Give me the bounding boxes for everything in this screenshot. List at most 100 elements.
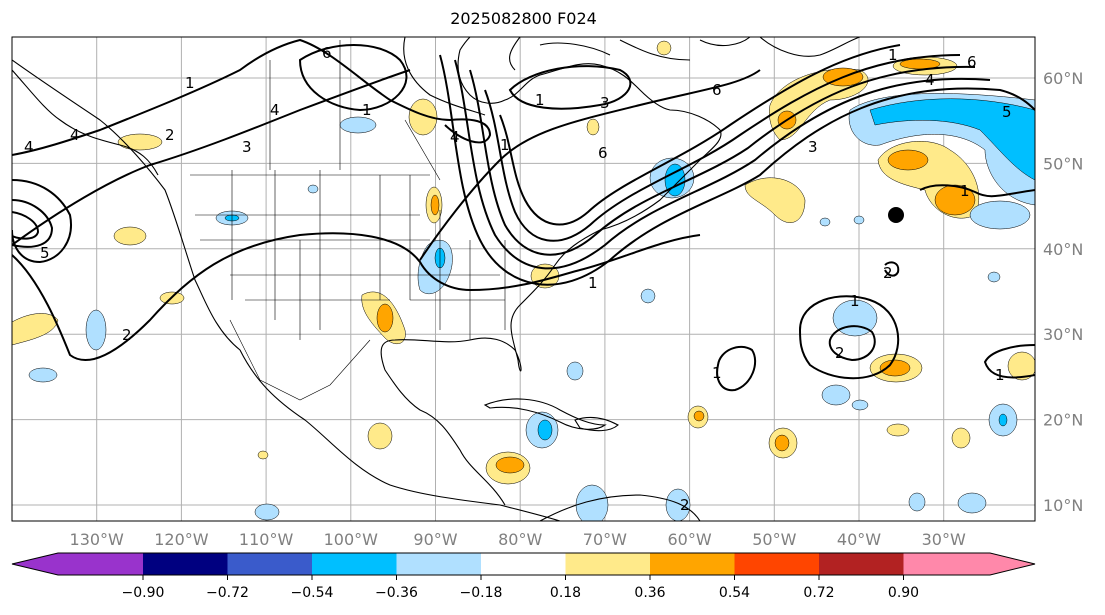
colorbar-segment <box>650 553 735 575</box>
shade-orange <box>879 359 911 377</box>
latitude-label: 50°N <box>1043 154 1083 173</box>
contour-label: 4 <box>925 71 935 89</box>
storm-center-marker <box>888 207 904 223</box>
colorbar-tick-label: −0.18 <box>460 585 503 601</box>
longitude-label: 80°W <box>498 530 542 549</box>
contour-label: 1 <box>712 364 722 382</box>
contours <box>12 38 1035 392</box>
shade-positive <box>113 226 147 246</box>
shade-negative <box>969 200 1031 230</box>
latitude-labels: 60°N 50°N 40°N 30°N 20°N 10°N <box>1043 69 1083 515</box>
shade-orange <box>430 194 440 216</box>
shade-positive <box>1007 351 1035 381</box>
contour-label: 1 <box>185 74 195 92</box>
shade-negative <box>28 367 58 383</box>
shade-positive <box>586 118 600 136</box>
north-america-coastline <box>12 37 722 521</box>
latitude-label: 60°N <box>1043 69 1083 88</box>
shade-positive <box>117 133 163 151</box>
contour-label: 1 <box>535 91 545 109</box>
shade-blue <box>998 413 1008 427</box>
hudson-bay-coastline <box>403 37 521 116</box>
colorbar-segment <box>143 553 228 575</box>
shade-negative <box>85 309 107 351</box>
colorbar-outline <box>11 552 1036 576</box>
shade-blue <box>537 419 553 441</box>
shade-negative <box>908 492 926 512</box>
longitude-label: 110°W <box>239 530 294 549</box>
contour-labels: 1 6 4 3 2 4 1 3 6 1 1 2 6 4 3 1 4 5 6 1 … <box>24 44 1012 514</box>
shade-blue <box>869 98 1035 181</box>
latitude-label: 30°N <box>1043 325 1083 344</box>
contour-label: 2 <box>680 496 690 514</box>
colorbar-tick-label: 0.72 <box>803 585 834 601</box>
contour-label: 1 <box>960 182 970 200</box>
contour-line <box>919 184 1035 198</box>
south-america-coastline <box>539 494 701 521</box>
shade-positive <box>408 98 438 136</box>
shading-layer <box>12 40 1035 521</box>
shade-negative <box>819 217 831 227</box>
shade-orange <box>887 149 929 171</box>
shade-negative <box>853 215 865 225</box>
contour-line <box>12 211 40 240</box>
contour-label: 2 <box>835 344 845 362</box>
colorbar-segment <box>227 553 312 575</box>
shade-negative <box>575 484 609 521</box>
contour-label: 2 <box>165 126 175 144</box>
latitude-label: 40°N <box>1043 240 1083 259</box>
contour-line <box>469 65 976 256</box>
colorbar-segment-under <box>12 553 143 575</box>
colorbar-segment <box>396 553 481 575</box>
contour-label: 3 <box>808 138 818 156</box>
contour-line <box>828 325 876 362</box>
colorbar-tick-label: −0.36 <box>375 585 418 601</box>
colorbar-tick-label: −0.72 <box>206 585 249 601</box>
shade-orange <box>774 434 790 452</box>
contour-label: 4 <box>450 128 460 146</box>
shade-negative <box>821 384 851 406</box>
shade-negative <box>339 116 377 134</box>
contour-line <box>298 44 408 112</box>
coastlines <box>12 37 861 521</box>
contour-label: 5 <box>1002 103 1012 121</box>
longitude-label: 30°W <box>922 530 966 549</box>
longitude-label: 90°W <box>413 530 457 549</box>
shade-negative <box>566 361 584 381</box>
shade-positive <box>257 450 269 460</box>
contour-label: 6 <box>598 144 608 162</box>
contour-line <box>439 54 1035 286</box>
contour-line <box>419 69 761 261</box>
contour-label: 4 <box>270 101 280 119</box>
contour-line <box>884 261 900 277</box>
hispaniola-coastline <box>574 416 619 432</box>
contour-label: 6 <box>967 53 977 71</box>
contour-label: 3 <box>600 94 610 112</box>
colorbar-segment-over <box>903 553 1035 575</box>
colorbar-segment <box>481 553 566 575</box>
map-title: 2025082800 F024 <box>450 9 597 28</box>
shade-positive <box>12 313 59 346</box>
map-frame <box>11 36 1036 522</box>
contour-label: 3 <box>242 138 252 156</box>
contour-line <box>454 59 991 270</box>
longitude-label: 130°W <box>70 530 125 549</box>
contour-line <box>12 179 72 264</box>
cuba-coastline <box>483 398 607 430</box>
colorbar: −0.90 −0.72 −0.54 −0.36 −0.18 0.18 0.36 0.54 0.7… <box>11 552 1036 601</box>
shade-orange <box>495 456 525 474</box>
contour-line <box>798 295 900 380</box>
contour-line <box>12 69 411 246</box>
shade-positive <box>951 427 971 449</box>
contour-line <box>983 344 1035 379</box>
contour-line <box>12 232 701 361</box>
longitude-label: 70°W <box>583 530 627 549</box>
contour-line <box>716 345 757 392</box>
latitude-label: 10°N <box>1043 496 1083 515</box>
longitude-label: 50°W <box>752 530 796 549</box>
shade-positive <box>886 423 910 437</box>
greenland-coastline <box>759 37 861 57</box>
longitude-label: 60°W <box>668 530 712 549</box>
shade-positive <box>744 177 806 223</box>
shade-orange <box>376 303 394 333</box>
